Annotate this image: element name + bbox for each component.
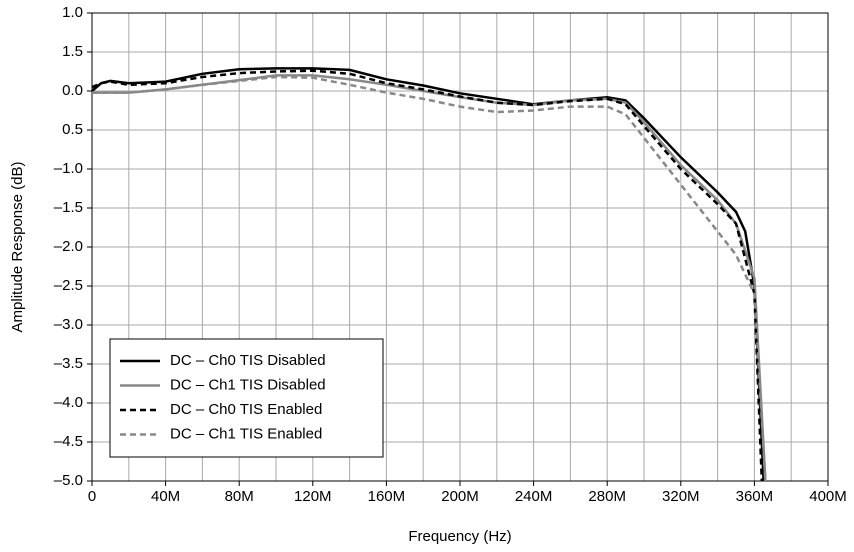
- y-tick-label: 0.0: [62, 82, 83, 99]
- x-tick-label: 160M: [368, 488, 406, 505]
- x-tick-label: 0: [88, 488, 96, 505]
- y-tick-label: –4.5: [54, 433, 83, 450]
- legend-box: [109, 338, 384, 458]
- y-tick-label: –3.5: [54, 355, 83, 372]
- series-line: [91, 69, 764, 482]
- plot-frame: [91, 12, 829, 482]
- x-tick-label: 320M: [662, 488, 700, 505]
- legend-label: DC – Ch0 TIS Disabled: [170, 352, 326, 369]
- x-tick-label: 280M: [588, 488, 626, 505]
- y-tick-label: –3.0: [54, 316, 83, 333]
- y-axis-label: Amplitude Response (dB): [9, 162, 26, 333]
- y-tick-label: –1.5: [54, 199, 83, 216]
- x-tick-label: 360M: [736, 488, 774, 505]
- y-tick-label: –2.0: [54, 238, 83, 255]
- y-tick-label: 1.5: [62, 43, 83, 60]
- x-tick-label: 120M: [294, 488, 332, 505]
- x-tick-label: 200M: [441, 488, 479, 505]
- y-tick-label: –1.0: [54, 160, 83, 177]
- x-tick-label: 80M: [225, 488, 254, 505]
- y-tick-label: 0.5: [62, 121, 83, 138]
- y-tick-label: –5.0: [54, 472, 83, 489]
- x-axis-label: Frequency (Hz): [408, 528, 511, 545]
- y-tick-label: –4.0: [54, 394, 83, 411]
- legend-label: DC – Ch1 TIS Disabled: [170, 376, 326, 393]
- legend-label: DC – Ch1 TIS Enabled: [170, 425, 322, 442]
- series-line: [92, 75, 767, 482]
- x-tick-label: 40M: [151, 488, 180, 505]
- legend-label: DC – Ch0 TIS Enabled: [170, 401, 322, 418]
- x-tick-label: 240M: [515, 488, 553, 505]
- series-line: [91, 67, 765, 482]
- y-tick-label: 1.0: [62, 4, 83, 21]
- y-tick-label: –2.5: [54, 277, 83, 294]
- x-tick-label: 400M: [809, 488, 847, 505]
